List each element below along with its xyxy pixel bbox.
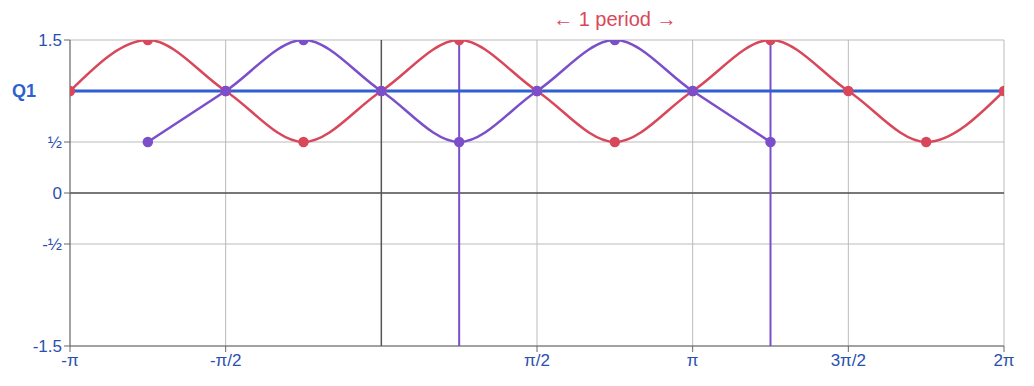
svg-text:-π: -π [61,351,78,370]
html-text:Q1: Q1 [12,81,36,101]
html-text:← 1 period →: ← 1 period → [553,8,677,30]
svg-text:2π: 2π [993,351,1014,370]
svg-text:1.5: 1.5 [38,31,62,50]
svg-text:π/2: π/2 [524,351,550,370]
svg-text:3π/2: 3π/2 [831,351,866,370]
svg-text:½: ½ [48,133,62,152]
svg-text:π: π [687,351,699,370]
svg-text:-π/2: -π/2 [210,351,242,370]
svg-text:-1.5: -1.5 [33,337,62,356]
svg-text:-½: -½ [42,235,62,254]
svg-text:0: 0 [53,184,62,203]
